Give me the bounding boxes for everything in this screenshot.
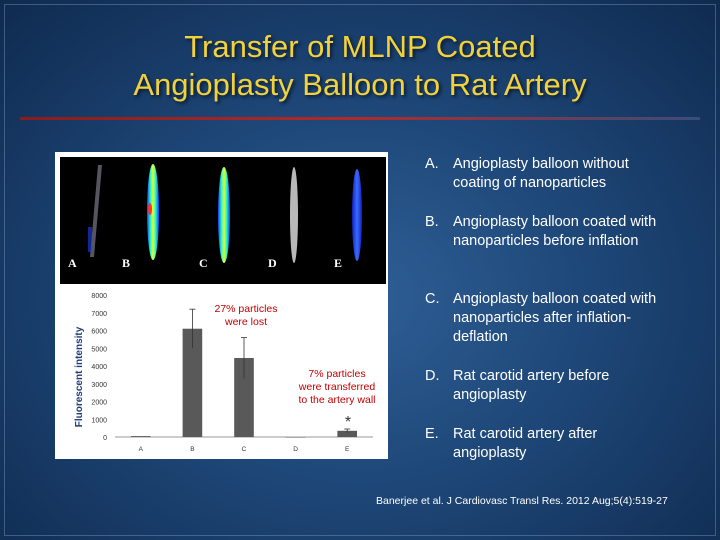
slide-frame [4, 4, 716, 536]
x-tick-label-c: C [242, 446, 247, 453]
bar-chart: Fluorescent intensity 0 1000 2000 3000 4000 5… [74, 293, 376, 453]
significance-marker: * [345, 414, 351, 431]
y-axis-label: Fluorescent intensity [74, 326, 85, 427]
bar-a [130, 436, 151, 437]
bar-c [234, 358, 254, 437]
list-item-c: C. Angioplasty balloon coated with nanop… [425, 290, 658, 347]
lane-label-c: C [199, 256, 208, 270]
list-text: Angioplasty balloon without coating of n… [453, 156, 629, 191]
y-tick-label: 7000 [91, 311, 107, 318]
lane-a-band [88, 165, 102, 257]
list-item-e: E. Rat carotid artery after angioplasty [425, 425, 658, 463]
x-tick-label-e: E [345, 446, 350, 453]
list-letter: D. [425, 368, 440, 384]
y-tick-label: 8000 [91, 293, 107, 300]
x-tick-label-b: B [190, 446, 194, 453]
lane-label-d: D [268, 256, 277, 270]
citation: Banerjee et al. J Cardiovasc Transl Res.… [376, 495, 668, 507]
list-item-d: D. Rat carotid artery before angioplasty [425, 367, 658, 405]
lost-annotation-line1: 27% particles [214, 303, 277, 315]
list-text: Rat carotid artery after angioplasty [453, 426, 598, 461]
y-tick-label: 6000 [91, 329, 107, 336]
y-tick-label: 5000 [91, 346, 107, 353]
lane-b-band [147, 164, 159, 260]
bar-d [285, 437, 306, 438]
transfer-annotation-line2: were transferred [298, 381, 376, 393]
list-letter: B. [425, 214, 439, 230]
y-tick-label: 1000 [91, 417, 107, 424]
slide-title-line1: Transfer of MLNP Coated [184, 29, 536, 64]
lane-d-band [290, 167, 298, 263]
figure-panel: A B C D E Fluorescent intensity 0 1000 200… [55, 152, 388, 459]
list-item-b: B. Angioplasty balloon coated with nanop… [425, 213, 658, 251]
fluorescence-image: A B C D E [60, 157, 386, 284]
y-tick-label: 3000 [91, 382, 107, 389]
list-text: Angioplasty balloon coated with nanopart… [453, 214, 657, 249]
list-text: Rat carotid artery before angioplasty [453, 368, 610, 403]
list-letter: A. [425, 156, 439, 172]
list-text: Angioplasty balloon coated with nanopart… [453, 291, 657, 345]
transfer-annotation-line1: 7% particles [308, 368, 365, 380]
transfer-annotation-line3: to the artery wall [298, 394, 375, 406]
lane-c-band [218, 167, 230, 263]
lane-label-b: B [122, 256, 130, 270]
list-item-a: A. Angioplasty balloon without coating o… [425, 155, 658, 193]
y-tick-label: 4000 [91, 364, 107, 371]
y-tick-label: 0 [103, 435, 107, 442]
bar-b [182, 328, 203, 437]
lane-label-e: E [334, 256, 342, 270]
lane-e-band [352, 169, 362, 261]
lane-label-a: A [68, 256, 77, 270]
lost-annotation-line2: were lost [224, 316, 267, 328]
list-letter: C. [425, 291, 440, 307]
bar-e [337, 430, 358, 437]
x-tick-label-a: A [139, 446, 144, 453]
list-letter: E. [425, 426, 439, 442]
title-divider [20, 117, 700, 120]
y-tick-label: 2000 [91, 400, 107, 407]
x-tick-label-d: D [293, 446, 298, 453]
slide-title-line2: Angioplasty Balloon to Rat Artery [133, 67, 587, 102]
